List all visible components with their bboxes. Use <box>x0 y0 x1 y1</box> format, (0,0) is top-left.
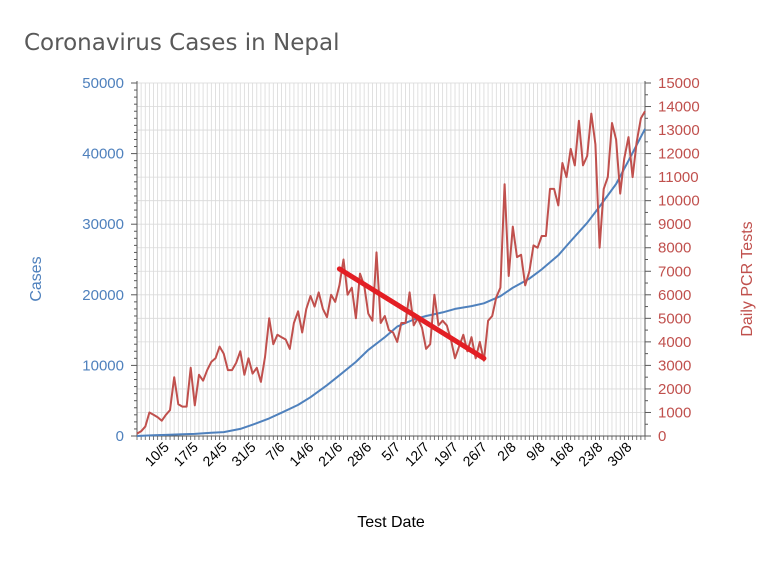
x-tick-label: 14/6 <box>286 439 317 470</box>
y2-tick-label: 9000 <box>658 216 691 233</box>
y-axis-label: Cases <box>28 256 45 301</box>
y2-tick-label: 15000 <box>658 75 700 92</box>
x-tick-label: 5/7 <box>378 439 403 464</box>
x-tick-label: 21/6 <box>315 439 346 470</box>
y2-tick-label: 8000 <box>658 240 691 257</box>
y2-tick-label: 7000 <box>658 263 691 280</box>
gridlines <box>137 82 646 436</box>
x-tick-label: 17/5 <box>170 439 201 470</box>
y2-tick-label: 0 <box>658 428 666 445</box>
x-tick-label: 2/8 <box>494 439 519 464</box>
y2-tick-label: 4000 <box>658 334 691 351</box>
x-tick-label: 19/7 <box>431 439 462 470</box>
y-tick-label: 20000 <box>82 287 124 304</box>
y2-tick-label: 10000 <box>658 193 700 210</box>
y2-tick-label: 2000 <box>658 381 691 398</box>
y2-tick-label: 5000 <box>658 310 691 327</box>
y2-tick-label: 12000 <box>658 146 700 163</box>
y2-tick-label: 6000 <box>658 287 691 304</box>
y-tick-label: 0 <box>116 428 124 445</box>
x-tick-label: 23/8 <box>575 439 606 470</box>
y2-axis-label: Daily PCR Tests <box>739 221 756 336</box>
y2-tick-label: 3000 <box>658 357 691 374</box>
series-line-cases <box>136 128 646 437</box>
x-tick-label: 31/5 <box>228 439 259 470</box>
y-tick-label: 50000 <box>82 75 124 92</box>
x-tick-label: 16/8 <box>546 439 577 470</box>
y-tick-label: 40000 <box>82 146 124 163</box>
x-tick-label: 7/6 <box>263 439 288 464</box>
x-tick-label: 12/7 <box>402 439 433 470</box>
x-axis-label: Test Date <box>357 514 425 531</box>
chart-title: Coronavirus Cases in Nepal <box>24 30 339 56</box>
y2-tick-label: 13000 <box>658 122 700 139</box>
series-group <box>136 110 646 437</box>
x-tick-label: 26/7 <box>459 439 490 470</box>
x-tick-label: 10/5 <box>141 439 172 470</box>
y-tick-label: 30000 <box>82 216 124 233</box>
axes <box>131 81 651 440</box>
x-tick-label: 9/8 <box>523 439 548 464</box>
x-tick-label: 30/8 <box>604 439 635 470</box>
y-tick-label: 10000 <box>82 357 124 374</box>
x-tick-label: 28/6 <box>344 439 375 470</box>
y2-tick-label: 1000 <box>658 404 691 421</box>
y2-tick-label: 11000 <box>658 169 699 186</box>
x-tick-label: 24/5 <box>199 439 230 470</box>
y2-tick-label: 14000 <box>658 99 700 116</box>
series-line-tests <box>136 110 646 435</box>
trend-line <box>336 266 487 361</box>
tick-labels: 0 10000 20000 30000 40000 50000 0 1000 2000 3000 4… <box>82 75 699 469</box>
